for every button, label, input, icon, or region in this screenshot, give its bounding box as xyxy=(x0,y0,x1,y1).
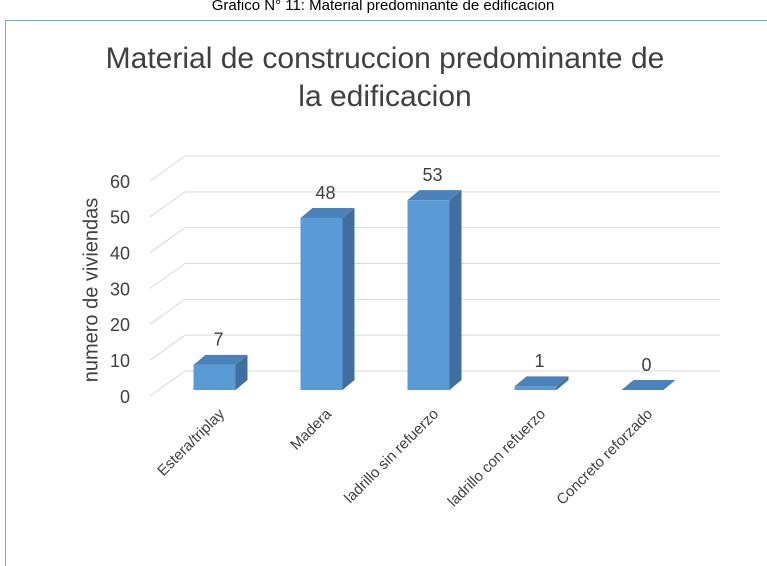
bar xyxy=(514,376,569,390)
grid-line xyxy=(149,191,720,218)
y-tick-label: 50 xyxy=(110,208,130,228)
bar-top xyxy=(300,208,355,218)
y-tick-label: 20 xyxy=(110,315,130,335)
y-tick-label: 60 xyxy=(110,172,130,192)
grid-line xyxy=(149,370,720,397)
value-label: 53 xyxy=(422,165,442,185)
bar-front xyxy=(193,364,236,390)
bar-front xyxy=(407,200,450,390)
bar-front xyxy=(514,386,557,390)
bar-side xyxy=(342,208,355,390)
y-tick-label: 10 xyxy=(110,351,130,371)
bar-top xyxy=(621,380,676,390)
bar xyxy=(193,354,248,390)
bar-side xyxy=(556,376,569,390)
y-tick-label: 0 xyxy=(120,387,130,407)
bar xyxy=(621,380,676,390)
y-tick-label: 30 xyxy=(110,279,130,299)
bar xyxy=(300,208,355,390)
grid-line xyxy=(149,334,720,361)
chart-frame xyxy=(5,20,767,566)
value-label: 0 xyxy=(641,355,651,375)
bar-top xyxy=(514,376,569,387)
chart-title: Material de construccion predominante de… xyxy=(106,42,665,113)
bar-top xyxy=(193,354,248,365)
grid-line xyxy=(149,298,720,325)
value-label: 48 xyxy=(315,183,335,203)
y-axis-label: numero de viviendas xyxy=(80,198,102,383)
value-label: 7 xyxy=(213,330,223,350)
bar-front xyxy=(300,218,343,390)
bar-top xyxy=(407,190,462,201)
caption: Grafico N° 11: Material predominante de … xyxy=(212,0,555,14)
bar-side xyxy=(449,190,462,390)
grid-line xyxy=(149,227,720,254)
value-label: 1 xyxy=(534,351,544,371)
bar xyxy=(407,190,462,390)
bar-side xyxy=(235,354,248,390)
grid-line xyxy=(149,263,720,289)
grid-line xyxy=(149,155,720,182)
y-tick-label: 40 xyxy=(110,243,130,263)
